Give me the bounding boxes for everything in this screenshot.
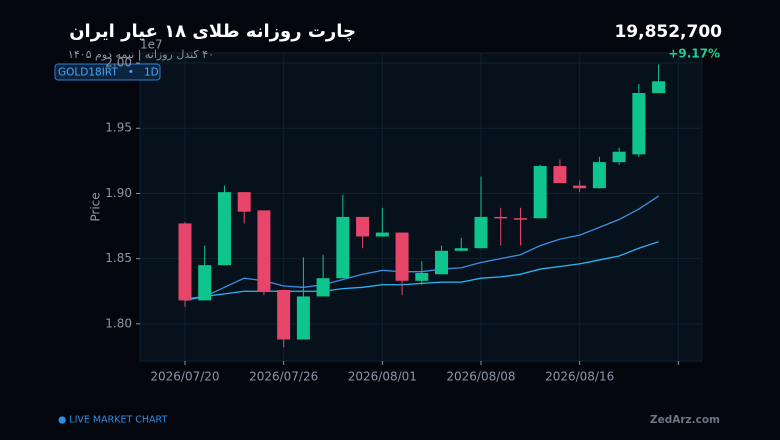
candle-body xyxy=(395,232,409,281)
candle-body xyxy=(296,296,310,340)
candle-body xyxy=(316,278,330,297)
x-tick-label: 2026/08/16 xyxy=(545,370,614,384)
candle-body xyxy=(612,151,626,163)
footer-right: ZedArz.com xyxy=(650,414,720,426)
y-tick-label: 2.00 xyxy=(105,56,132,70)
x-tick-label: 2026/07/20 xyxy=(150,370,219,384)
candle-body xyxy=(573,185,587,189)
candle-body xyxy=(474,216,488,249)
x-tick-label: 2026/08/08 xyxy=(446,370,515,384)
change: +9.17% xyxy=(668,47,720,61)
candle-body xyxy=(375,232,389,237)
candle-body xyxy=(198,265,212,301)
candle-body xyxy=(435,250,449,275)
candle-body xyxy=(652,81,666,94)
candle-body xyxy=(553,166,567,184)
y-tick-label: 1.80 xyxy=(105,316,132,330)
candle-body xyxy=(533,166,547,219)
candle-body xyxy=(237,192,251,212)
candle-body xyxy=(178,223,192,301)
badge: GOLD18IRT • 1D xyxy=(58,67,159,79)
plot-area xyxy=(139,52,703,362)
candle-body xyxy=(415,272,429,281)
candle-body xyxy=(356,216,370,237)
y-axis-label: Price xyxy=(89,192,103,221)
candle-body xyxy=(632,93,646,155)
candle-body xyxy=(454,248,468,251)
candle-body xyxy=(277,289,291,340)
candle-body xyxy=(257,210,271,292)
subtitle: ۴۰ کندل روزانه | نیمه دوم ۱۴۰۵ xyxy=(68,48,214,61)
chart-title: چارت روزانه طلای ۱۸ عیار ایران xyxy=(69,21,356,42)
y-tick-label: 1.90 xyxy=(105,186,132,200)
candle-body xyxy=(494,216,508,219)
candle-body xyxy=(592,162,606,189)
x-tick-label: 2026/07/26 xyxy=(249,370,318,384)
footer-left: ● LIVE MARKET CHART xyxy=(58,415,167,426)
price: 19,852,700 xyxy=(614,22,722,42)
badge-box xyxy=(54,63,161,81)
y-tick-label: 1.85 xyxy=(105,251,132,265)
y-tick-label: 1.95 xyxy=(105,121,132,135)
candle-body xyxy=(513,218,527,220)
candle-body xyxy=(336,216,350,279)
candle-body xyxy=(217,192,231,266)
y-offset: 1e7 xyxy=(140,38,163,52)
x-tick-label: 2026/08/01 xyxy=(348,370,417,384)
